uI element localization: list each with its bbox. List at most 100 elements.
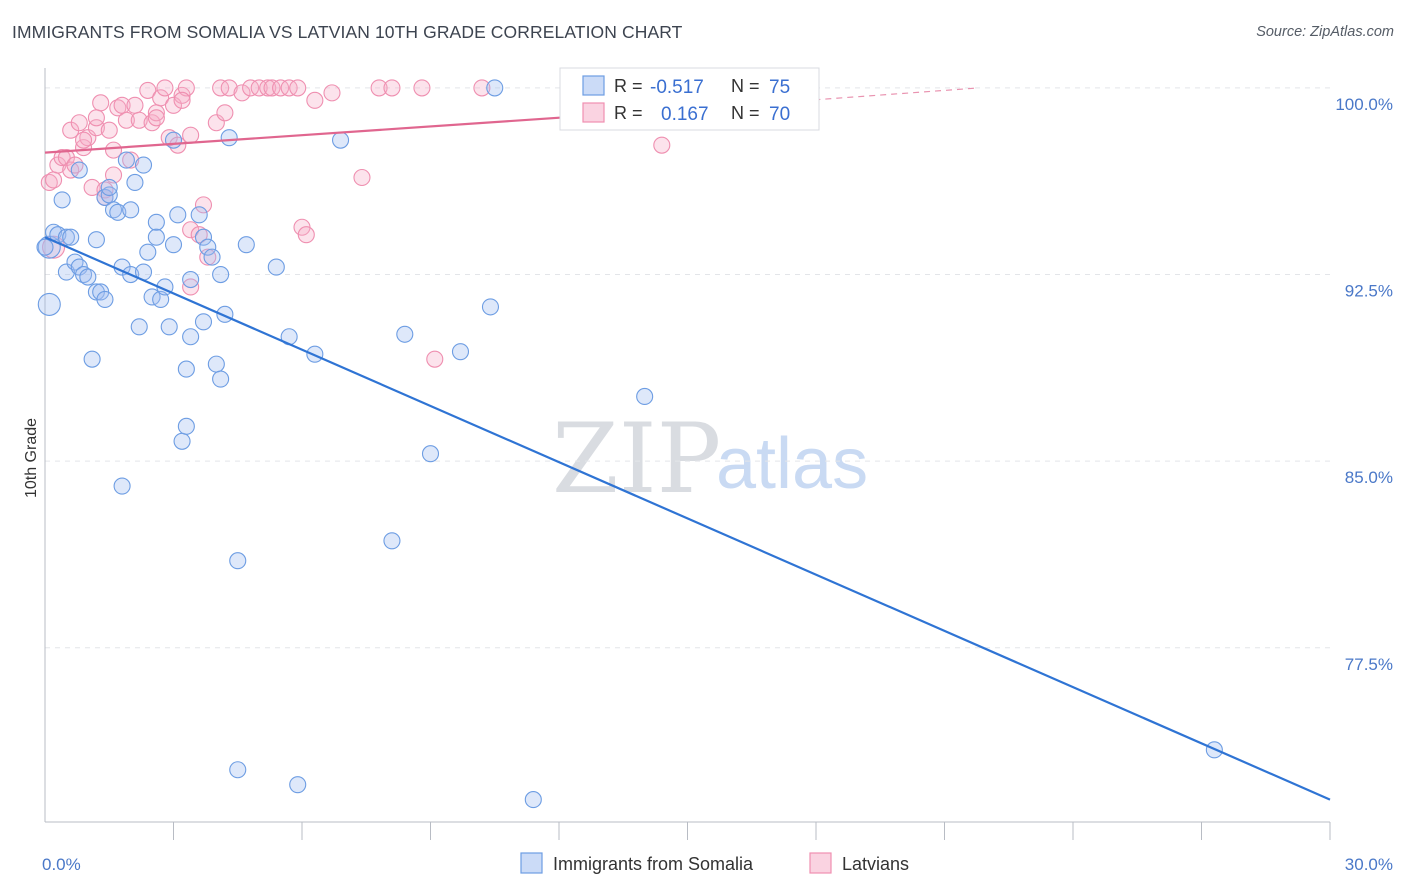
somalia-point [164, 236, 183, 254]
latvians-point [75, 131, 93, 149]
somalia-point [147, 213, 165, 231]
latvians-point [383, 79, 401, 97]
legend-n-label-somalia: N = [731, 76, 760, 96]
somalia-point [126, 173, 144, 192]
latvians-point [194, 196, 213, 214]
latvians-point [413, 79, 431, 97]
somalia-point [636, 387, 654, 406]
watermark: ZIP atlas [552, 403, 868, 515]
somalia-point [229, 761, 247, 779]
somalia-point [237, 236, 255, 254]
latvians-point [173, 91, 191, 109]
latvians-point [130, 111, 148, 129]
latvians-point [182, 221, 200, 239]
axes [44, 68, 1331, 840]
somalia-point [421, 445, 440, 463]
latvians-point [653, 136, 671, 154]
somalia-point [36, 238, 54, 256]
somalia-point [100, 178, 118, 196]
series-legend-label-somalia: Immigrants from Somalia [553, 854, 754, 874]
y-tick-label-1: 92.5% [1345, 282, 1393, 301]
latvians-point [259, 79, 277, 97]
latvians-point [280, 79, 298, 97]
somalia-point [212, 370, 230, 388]
latvians-point [199, 248, 217, 266]
latvians-point [70, 114, 88, 132]
somalia-point [147, 228, 165, 246]
latvians-point [122, 151, 140, 169]
somalia-point [160, 318, 178, 336]
somalia-point [229, 552, 247, 570]
latvians-point [263, 79, 281, 97]
somalia-point [173, 432, 191, 450]
somalia-point [177, 360, 195, 378]
somalia-point [203, 248, 221, 266]
series-legend-swatch-latvians [809, 852, 832, 874]
somalia-point [37, 292, 61, 316]
latvians-point [100, 121, 118, 139]
latvians-point [83, 178, 101, 196]
somalia-point [451, 343, 470, 361]
somalia-points [36, 79, 1223, 809]
somalia-point [87, 231, 105, 249]
somalia-point [182, 328, 200, 346]
latvians-point [182, 126, 200, 144]
y-tick-label-2: 85.0% [1345, 468, 1393, 487]
latvians-point [139, 81, 157, 99]
legend-n-value-somalia: 75 [769, 77, 790, 98]
somalia-point [130, 318, 148, 336]
latvians-point [212, 79, 230, 97]
somalia-point [289, 776, 307, 794]
x-tick-label-1: 30.0% [1345, 855, 1393, 874]
legend-r-value-latvians: 0.167 [661, 104, 709, 125]
latvians-point [152, 89, 170, 107]
latvians-point [306, 91, 324, 109]
latvians-point [156, 79, 174, 97]
latvians-point [370, 79, 388, 97]
latvians-points [40, 79, 671, 368]
chart-source: Source: ZipAtlas.com [1256, 24, 1394, 40]
x-tick-labels: 0.0% 30.0% [42, 855, 1393, 874]
somalia-point [383, 532, 401, 550]
latvians-point [250, 79, 268, 97]
latvians-point [87, 119, 105, 137]
latvians-point [242, 79, 260, 97]
latvians-point [53, 149, 71, 167]
legend-n-value-latvians: 70 [769, 104, 790, 125]
latvians-point [323, 84, 341, 102]
y-tick-label-3: 77.5% [1345, 655, 1393, 674]
somalia-point [134, 156, 153, 174]
somalia-point [117, 151, 135, 169]
latvians-point [353, 168, 371, 187]
latvians-point [233, 84, 251, 102]
somalia-point [481, 298, 500, 316]
legend-swatch-somalia [582, 75, 605, 96]
somalia-point [396, 325, 414, 343]
latvians-point [289, 79, 307, 97]
somalia-point [194, 228, 213, 246]
latvians-point [426, 350, 444, 368]
somalia-point [96, 290, 114, 308]
somalia-point [70, 161, 88, 179]
somalia-point [199, 238, 217, 256]
somalia-point [79, 268, 97, 286]
legend-n-label-latvians: N = [731, 103, 760, 123]
x-tick-label-0: 0.0% [42, 855, 81, 874]
watermark-atlas: atlas [716, 424, 868, 504]
legend-swatch-latvians [582, 102, 605, 123]
latvians-point [216, 104, 234, 122]
somalia-trendline [44, 236, 1331, 801]
latvians-point [272, 79, 290, 97]
latvians-point [297, 226, 315, 244]
legend-r-label-latvians: R = [614, 103, 643, 123]
somalia-point [182, 270, 200, 289]
somalia-point [53, 191, 71, 209]
somalia-point [83, 350, 101, 368]
latvians-point [92, 94, 110, 112]
latvians-point [473, 79, 491, 97]
watermark-zip: ZIP [552, 403, 721, 515]
latvians-point [87, 109, 105, 127]
series-legend-swatch-somalia [520, 852, 543, 874]
legend-r-label-somalia: R = [614, 76, 643, 96]
y-axis-title: 10th Grade [23, 418, 40, 498]
